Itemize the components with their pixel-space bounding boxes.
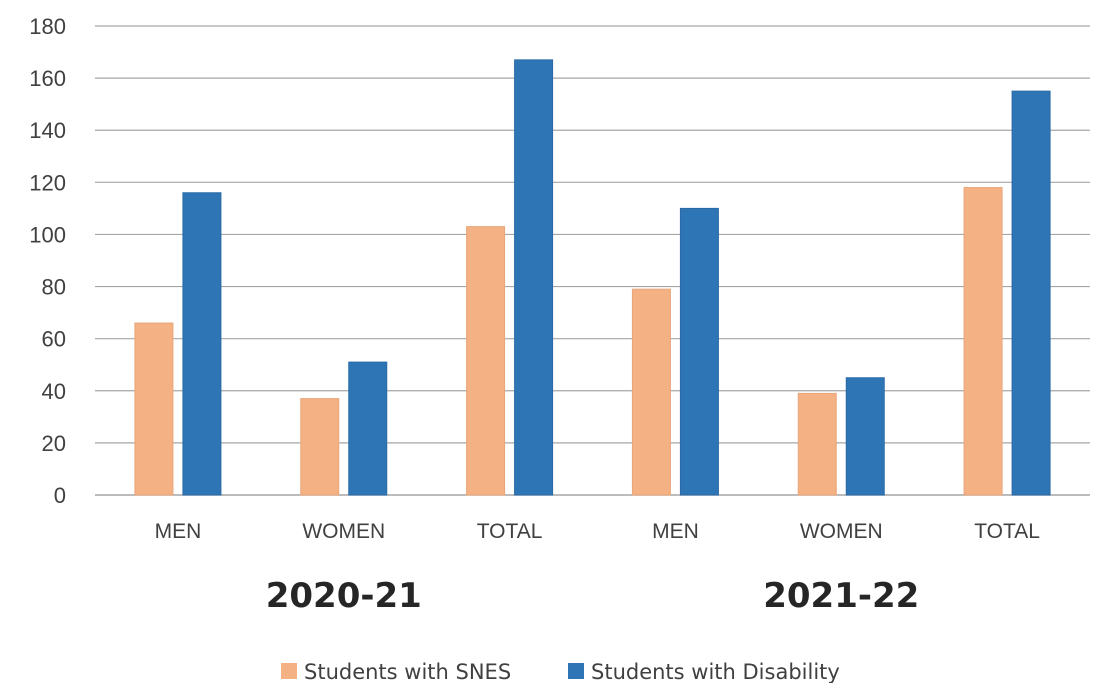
x-axis-categories: MEN WOMEN TOTAL MEN WOMEN TOTAL	[155, 520, 1040, 543]
y-tick-label: 100	[29, 222, 66, 247]
y-tick-label: 160	[29, 66, 66, 91]
x-category-label: MEN	[155, 520, 202, 543]
y-axis-ticks: 0 20 40 60 80 100 120 140 160 180	[29, 14, 66, 508]
legend-item: Students with SNES	[281, 660, 511, 683]
y-tick-label: 0	[54, 483, 66, 508]
bars	[134, 59, 1051, 496]
y-tick-label: 20	[42, 431, 66, 456]
bar-snes	[797, 392, 837, 496]
y-tick-label: 40	[42, 379, 66, 404]
group-label: 2021-22	[763, 576, 919, 616]
x-axis-groups: 2020-21 2021-22	[266, 576, 920, 616]
bar-disability	[514, 59, 554, 496]
group-label: 2020-21	[266, 576, 422, 616]
bar-disability	[679, 207, 719, 496]
legend: Students with SNES Students with Disabili…	[281, 660, 840, 683]
bar-disability	[1011, 90, 1051, 496]
x-category-label: WOMEN	[800, 520, 883, 543]
bar-disability	[348, 361, 388, 496]
gridlines	[95, 25, 1090, 496]
x-category-label: MEN	[652, 520, 699, 543]
bar-snes	[466, 226, 506, 496]
y-tick-label: 120	[29, 170, 66, 195]
legend-label: Students with SNES	[304, 660, 511, 683]
bar-disability	[845, 377, 885, 496]
y-tick-label: 180	[29, 14, 66, 39]
legend-label: Students with Disability	[591, 660, 840, 683]
legend-swatch	[281, 663, 297, 679]
bar-disability	[182, 192, 222, 496]
y-tick-label: 60	[42, 327, 66, 352]
bar-snes	[134, 322, 174, 496]
y-tick-label: 80	[42, 275, 66, 300]
y-tick-label: 140	[29, 118, 66, 143]
bar-snes	[963, 187, 1003, 496]
x-category-label: TOTAL	[477, 520, 543, 543]
x-category-label: WOMEN	[302, 520, 385, 543]
x-category-label: TOTAL	[974, 520, 1040, 543]
legend-item: Students with Disability	[568, 660, 840, 683]
bar-snes	[300, 398, 340, 496]
bar-snes	[631, 288, 671, 496]
legend-swatch	[568, 663, 584, 679]
